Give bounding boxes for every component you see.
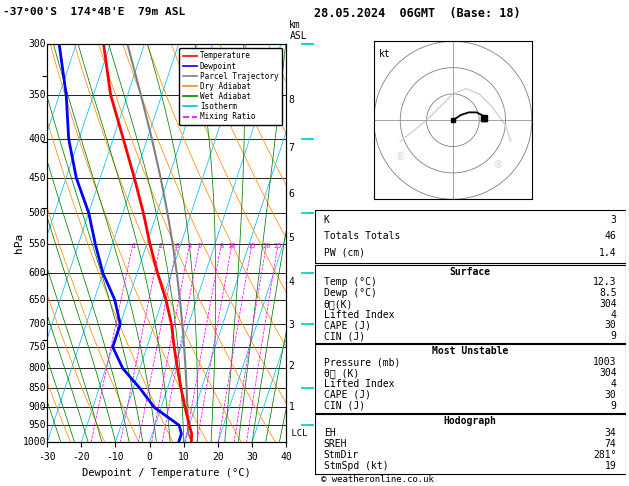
Text: -37°00'S  174°4B'E  79m ASL: -37°00'S 174°4B'E 79m ASL xyxy=(3,7,186,17)
Text: 650: 650 xyxy=(28,295,46,305)
Text: K: K xyxy=(324,215,330,225)
Text: 15: 15 xyxy=(248,243,256,249)
Text: Totals Totals: Totals Totals xyxy=(324,231,400,242)
Text: Hodograph: Hodograph xyxy=(443,417,497,426)
Text: Lifted Index: Lifted Index xyxy=(324,379,394,389)
Text: Pressure (mb): Pressure (mb) xyxy=(324,357,400,367)
Text: 4: 4 xyxy=(289,277,294,287)
Text: 950: 950 xyxy=(28,420,46,430)
Text: 12.3: 12.3 xyxy=(593,278,616,287)
Text: 550: 550 xyxy=(28,240,46,249)
Text: Temp (°C): Temp (°C) xyxy=(324,278,377,287)
Text: 9: 9 xyxy=(611,331,616,341)
Text: CAPE (J): CAPE (J) xyxy=(324,320,371,330)
Text: 304: 304 xyxy=(599,368,616,378)
Text: ®: ® xyxy=(395,152,406,162)
Text: θᴄ (K): θᴄ (K) xyxy=(324,368,359,378)
Text: 6: 6 xyxy=(289,189,294,199)
Text: 9: 9 xyxy=(611,400,616,411)
Text: StmSpd (kt): StmSpd (kt) xyxy=(324,461,389,471)
Text: SREH: SREH xyxy=(324,439,347,449)
Text: 28.05.2024  06GMT  (Base: 18): 28.05.2024 06GMT (Base: 18) xyxy=(314,7,521,20)
Bar xyxy=(314,209,626,263)
Text: 750: 750 xyxy=(28,342,46,352)
Text: 46: 46 xyxy=(604,231,616,242)
Text: 304: 304 xyxy=(599,299,616,309)
Text: Most Unstable: Most Unstable xyxy=(432,347,508,357)
Bar xyxy=(314,345,626,413)
Text: 1003: 1003 xyxy=(593,357,616,367)
Text: CIN (J): CIN (J) xyxy=(324,331,365,341)
Text: Lifted Index: Lifted Index xyxy=(324,310,394,320)
Text: 20: 20 xyxy=(262,243,270,249)
Text: 8: 8 xyxy=(219,243,223,249)
Text: © weatheronline.co.uk: © weatheronline.co.uk xyxy=(321,474,433,484)
Text: 19: 19 xyxy=(604,461,616,471)
Text: 4: 4 xyxy=(611,310,616,320)
Text: 300: 300 xyxy=(28,39,46,49)
Text: 7: 7 xyxy=(289,142,294,153)
Text: 900: 900 xyxy=(28,402,46,413)
Text: 74: 74 xyxy=(604,439,616,449)
Text: 400: 400 xyxy=(28,134,46,144)
Text: 850: 850 xyxy=(28,383,46,394)
Text: Surface: Surface xyxy=(450,267,491,277)
Text: 350: 350 xyxy=(28,90,46,100)
Text: PW (cm): PW (cm) xyxy=(324,248,365,258)
Text: 3: 3 xyxy=(611,215,616,225)
Text: 5: 5 xyxy=(198,243,202,249)
Text: 281°: 281° xyxy=(593,450,616,460)
Text: 4: 4 xyxy=(187,243,192,249)
Text: 8: 8 xyxy=(289,95,294,105)
Text: StmDir: StmDir xyxy=(324,450,359,460)
Text: 3: 3 xyxy=(175,243,179,249)
Text: ®: ® xyxy=(493,160,503,170)
X-axis label: Dewpoint / Temperature (°C): Dewpoint / Temperature (°C) xyxy=(82,468,251,478)
Text: 1: 1 xyxy=(131,243,135,249)
Legend: Temperature, Dewpoint, Parcel Trajectory, Dry Adiabat, Wet Adiabat, Isotherm, Mi: Temperature, Dewpoint, Parcel Trajectory… xyxy=(179,48,282,125)
Bar xyxy=(314,414,626,473)
Text: 450: 450 xyxy=(28,173,46,183)
Text: 30: 30 xyxy=(604,320,616,330)
Text: 2: 2 xyxy=(158,243,162,249)
Text: kt: kt xyxy=(379,49,391,59)
Text: 2: 2 xyxy=(289,361,294,371)
Text: 10: 10 xyxy=(228,243,236,249)
Text: 8.5: 8.5 xyxy=(599,288,616,298)
Text: EH: EH xyxy=(324,428,336,437)
Text: 30: 30 xyxy=(604,390,616,400)
Text: 5: 5 xyxy=(289,233,294,243)
Text: 1000: 1000 xyxy=(23,437,46,447)
Text: CAPE (J): CAPE (J) xyxy=(324,390,371,400)
Text: 34: 34 xyxy=(604,428,616,437)
Text: 700: 700 xyxy=(28,319,46,329)
Text: Dewp (°C): Dewp (°C) xyxy=(324,288,377,298)
Text: km
ASL: km ASL xyxy=(289,20,307,41)
Text: 3: 3 xyxy=(289,320,294,330)
Text: 4: 4 xyxy=(611,379,616,389)
Bar xyxy=(314,265,626,343)
Text: 600: 600 xyxy=(28,268,46,278)
Text: θᴄ(K): θᴄ(K) xyxy=(324,299,353,309)
Text: 500: 500 xyxy=(28,208,46,218)
Text: 1.4: 1.4 xyxy=(599,248,616,258)
Text: 1: 1 xyxy=(289,402,294,412)
Text: CIN (J): CIN (J) xyxy=(324,400,365,411)
Text: 800: 800 xyxy=(28,364,46,373)
Text: hPa: hPa xyxy=(14,233,24,253)
Text: LCL: LCL xyxy=(286,429,308,438)
Text: 25: 25 xyxy=(274,243,282,249)
